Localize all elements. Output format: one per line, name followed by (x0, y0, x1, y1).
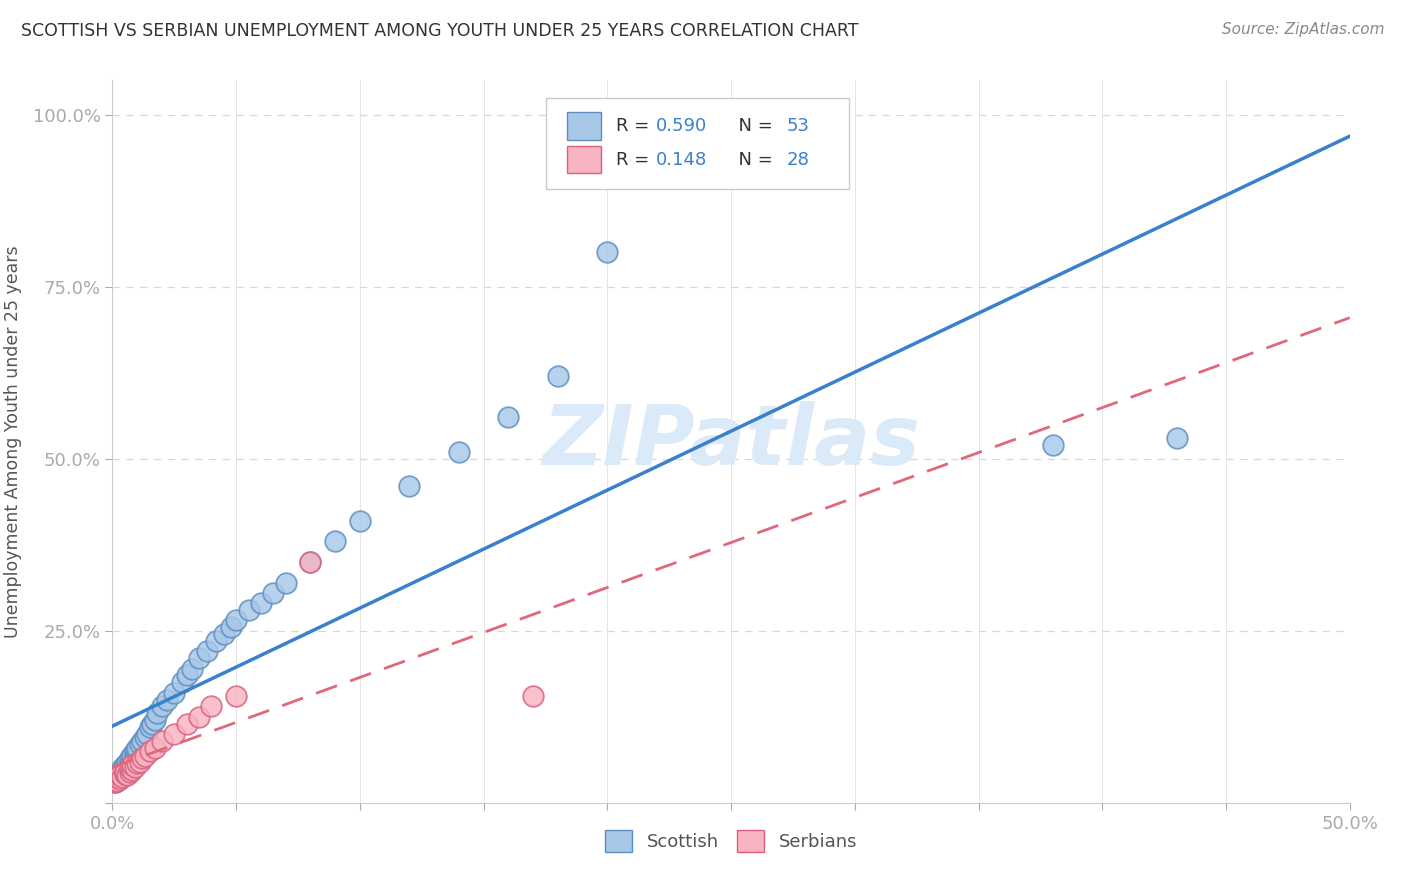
Point (150, 699, 173, 714)
Text: Source: ZipAtlas.com: Source: ZipAtlas.com (1222, 22, 1385, 37)
FancyBboxPatch shape (567, 146, 602, 173)
Point (188, 710, 211, 724)
Point (447, 445, 470, 459)
Point (219, 620, 242, 634)
Point (108, 772, 131, 786)
Point (163, 727, 186, 741)
Point (349, 514, 371, 528)
Point (188, 651, 211, 665)
Point (131, 751, 153, 765)
Point (121, 753, 143, 767)
Point (124, 749, 146, 764)
Point (121, 763, 143, 777)
Point (107, 772, 129, 786)
Point (156, 692, 179, 706)
Text: N =: N = (727, 151, 779, 169)
Point (1166, 431, 1188, 445)
Text: 28: 28 (787, 151, 810, 169)
Point (547, 369, 569, 384)
Point (498, 410, 520, 425)
Point (200, 699, 222, 714)
Point (238, 603, 260, 617)
Point (170, 675, 193, 690)
Point (111, 770, 134, 784)
FancyBboxPatch shape (546, 98, 849, 189)
Point (176, 716, 198, 731)
Point (117, 760, 139, 774)
Y-axis label: Unemployment Among Youth under 25 years: Unemployment Among Youth under 25 years (4, 245, 21, 638)
Point (1042, 438, 1064, 452)
Point (118, 751, 141, 765)
Point (118, 755, 141, 769)
Text: SCOTTISH VS SERBIAN UNEMPLOYMENT AMONG YOUTH UNDER 25 YEARS CORRELATION CHART: SCOTTISH VS SERBIAN UNEMPLOYMENT AMONG Y… (21, 22, 859, 40)
Point (146, 706, 169, 721)
Point (108, 764, 131, 779)
Text: N =: N = (727, 117, 779, 135)
Point (104, 775, 127, 789)
FancyBboxPatch shape (567, 112, 602, 139)
Point (107, 773, 129, 788)
Point (205, 634, 228, 648)
Text: R =: R = (616, 151, 655, 169)
Point (131, 734, 153, 748)
Point (111, 767, 134, 781)
Point (143, 740, 166, 755)
Point (128, 755, 150, 769)
Point (141, 716, 163, 731)
Point (176, 668, 198, 682)
Point (104, 775, 127, 789)
Text: 53: 53 (787, 117, 810, 135)
Point (117, 756, 139, 770)
Point (262, 586, 284, 600)
Point (225, 689, 247, 703)
Point (114, 758, 136, 772)
Point (596, 245, 619, 260)
Point (134, 731, 156, 745)
Point (127, 746, 149, 760)
Point (121, 747, 143, 762)
Text: 0.590: 0.590 (655, 117, 707, 135)
Point (124, 760, 146, 774)
Point (138, 720, 160, 734)
Point (108, 770, 131, 784)
Point (121, 758, 143, 772)
Point (143, 713, 166, 727)
Point (299, 555, 322, 569)
Text: 0.148: 0.148 (655, 151, 707, 169)
Point (522, 689, 544, 703)
Point (299, 555, 322, 569)
Legend: Scottish, Serbians: Scottish, Serbians (598, 822, 865, 859)
Point (114, 764, 136, 779)
Point (111, 761, 134, 775)
Text: R =: R = (616, 117, 655, 135)
Point (274, 575, 297, 590)
Point (134, 749, 156, 764)
Point (163, 686, 186, 700)
Text: ZIPatlas: ZIPatlas (543, 401, 920, 482)
Point (323, 534, 346, 549)
Point (127, 756, 149, 770)
Point (195, 644, 218, 658)
Point (212, 627, 235, 641)
Point (136, 727, 159, 741)
Point (128, 737, 150, 751)
Point (108, 768, 131, 782)
Point (114, 767, 136, 781)
Point (138, 744, 160, 758)
Point (127, 740, 149, 755)
Point (250, 596, 273, 610)
Point (107, 768, 129, 782)
Point (114, 763, 136, 777)
Point (118, 761, 141, 775)
Point (117, 768, 139, 782)
Point (398, 479, 420, 493)
Point (118, 764, 141, 779)
Point (150, 734, 173, 748)
Point (124, 744, 146, 758)
Point (107, 770, 129, 784)
Point (180, 662, 202, 676)
Point (225, 614, 247, 628)
